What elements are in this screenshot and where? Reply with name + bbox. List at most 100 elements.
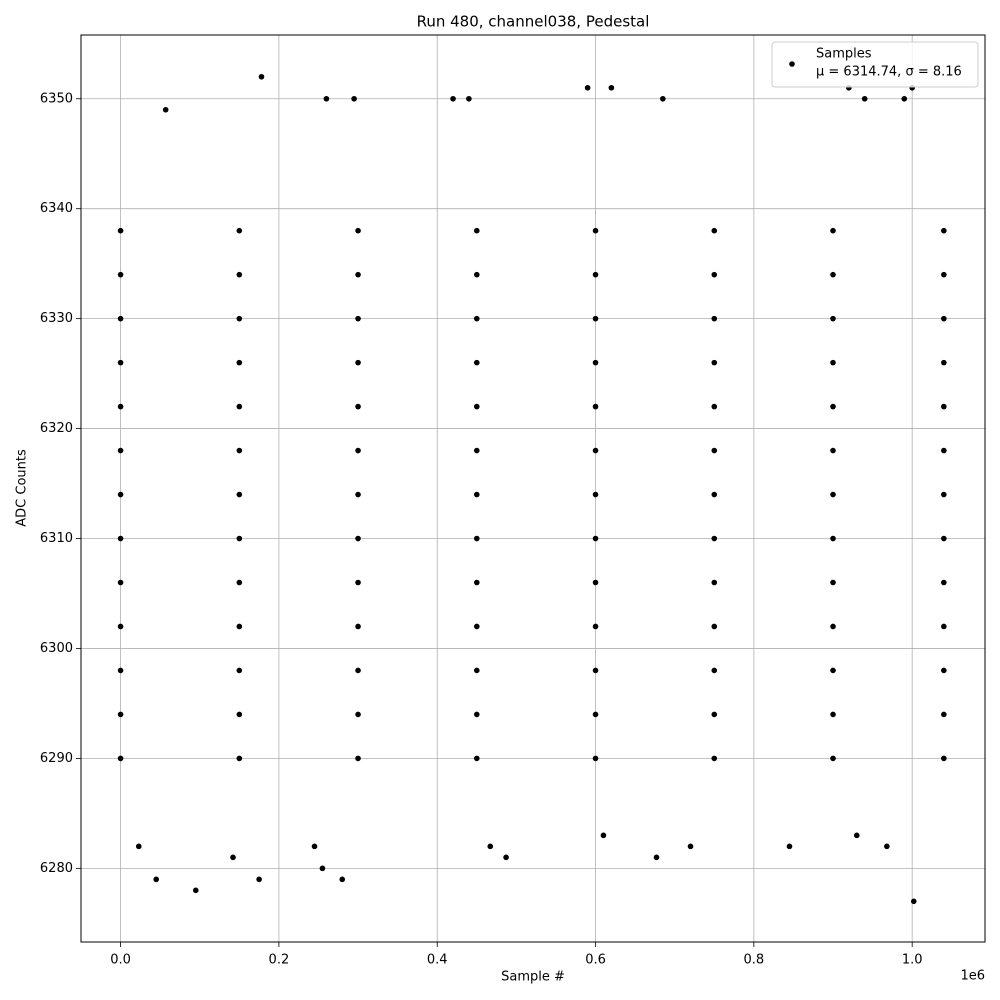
point [236, 315, 243, 322]
point [711, 623, 718, 630]
points [117, 73, 947, 905]
point [592, 403, 599, 410]
point [653, 854, 660, 861]
point [830, 491, 836, 498]
point [355, 579, 361, 586]
point [503, 854, 509, 861]
point [600, 832, 607, 839]
point [258, 73, 265, 80]
y-axis-label: ADC Counts [15, 449, 30, 527]
point [941, 535, 947, 542]
point [861, 95, 868, 102]
point [355, 491, 361, 498]
legend: Samples μ = 6314.74, σ = 8.16 [771, 41, 979, 88]
point [236, 667, 243, 674]
point [236, 359, 243, 366]
point [711, 227, 718, 234]
point [236, 491, 243, 498]
x-tick-label: 0.8 [744, 953, 765, 968]
point [117, 359, 124, 366]
x-tick-label: 1.0 [902, 953, 923, 968]
point [162, 106, 169, 113]
point [236, 403, 243, 410]
point [592, 579, 599, 586]
point [711, 447, 718, 454]
point [117, 667, 124, 674]
point [311, 843, 318, 850]
point [466, 95, 472, 102]
point [786, 843, 793, 850]
point [473, 403, 480, 410]
point [355, 623, 361, 630]
x-offset-label: 1e6 [960, 969, 985, 984]
legend-stats: μ = 6314.74, σ = 8.16 [816, 65, 962, 80]
point [941, 579, 947, 586]
y-tick-label: 6320 [40, 421, 73, 436]
point [830, 711, 836, 718]
point [351, 95, 357, 102]
point [592, 623, 599, 630]
legend-marker [789, 61, 795, 67]
x-tick-label: 0.4 [427, 953, 448, 968]
point [660, 95, 666, 102]
point [117, 491, 124, 498]
point [355, 227, 361, 234]
point [236, 579, 243, 586]
point [901, 95, 908, 102]
point [236, 711, 243, 718]
x-tick-label: 0.0 [110, 953, 131, 968]
point [117, 447, 124, 454]
point [473, 755, 480, 762]
point [592, 227, 599, 234]
point [355, 447, 361, 454]
point [592, 667, 599, 674]
point [711, 711, 718, 718]
point [592, 359, 599, 366]
point [608, 84, 615, 91]
point [830, 623, 836, 630]
grid [81, 35, 985, 942]
point [941, 755, 947, 762]
point [941, 227, 947, 234]
point [941, 315, 947, 322]
point [941, 447, 947, 454]
point [323, 95, 330, 102]
point [117, 271, 124, 278]
point [473, 315, 480, 322]
point [941, 711, 947, 718]
point [711, 491, 718, 498]
point [117, 227, 124, 234]
point [473, 271, 480, 278]
point [236, 271, 243, 278]
x-tick-label: 0.2 [269, 953, 290, 968]
point [711, 271, 718, 278]
point [117, 535, 124, 542]
point [884, 843, 890, 850]
point [711, 579, 718, 586]
y-tick-label: 6300 [40, 641, 73, 656]
point [711, 535, 718, 542]
point [592, 271, 599, 278]
point [687, 843, 694, 850]
point [192, 887, 199, 894]
y-tick-label: 6340 [40, 201, 73, 216]
point [473, 359, 480, 366]
point [135, 843, 142, 850]
point [355, 711, 361, 718]
point [153, 876, 160, 883]
point [355, 315, 361, 322]
point [592, 315, 599, 322]
point [355, 755, 361, 762]
point [117, 755, 124, 762]
point [473, 667, 480, 674]
point [117, 623, 124, 630]
chart-title: Run 480, channel038, Pedestal [417, 13, 650, 31]
point [830, 579, 836, 586]
point [236, 535, 243, 542]
point [117, 711, 124, 718]
point [473, 711, 480, 718]
point [592, 755, 599, 762]
point [941, 667, 947, 674]
point [830, 535, 836, 542]
